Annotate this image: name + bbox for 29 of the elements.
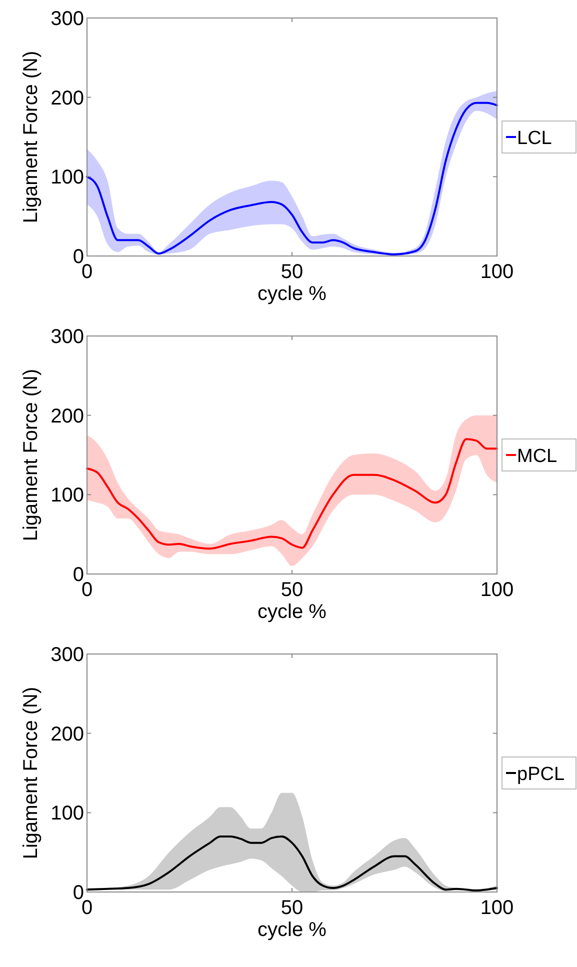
x-tick-label: 100 — [480, 897, 514, 919]
y-tick-label: 300 — [50, 644, 84, 666]
y-tick-label: 0 — [72, 882, 84, 904]
x-tick-label: 100 — [480, 579, 514, 601]
x-tick-label: 50 — [280, 897, 304, 919]
line-series — [86, 438, 498, 550]
y-tick-label: 300 — [50, 326, 84, 348]
y-tick-label: 100 — [50, 484, 84, 507]
y-tick-label: 0 — [72, 564, 84, 586]
y-tick-label: 100 — [50, 166, 84, 189]
y-axis-title: Ligament Force (N) — [20, 50, 42, 224]
legend-label: LCL — [517, 128, 552, 149]
y-tick-label: 200 — [50, 405, 84, 428]
x-axis-title: cycle % — [258, 919, 327, 941]
y-axis-title: Ligament Force (N) — [20, 368, 42, 542]
y-tick-label: 0 — [72, 246, 84, 268]
y-tick-label: 100 — [50, 802, 84, 825]
x-axis-title: cycle % — [258, 283, 327, 305]
x-tick-label: 100 — [480, 261, 514, 283]
y-tick-label: 200 — [50, 723, 84, 746]
legend-label: MCL — [517, 446, 558, 467]
x-axis-title: cycle % — [258, 601, 327, 623]
legend-label: pPCL — [517, 764, 565, 785]
line-series — [86, 835, 498, 892]
y-tick-label: 200 — [50, 87, 84, 110]
x-tick-label: 50 — [280, 261, 304, 283]
x-tick-label: 50 — [280, 579, 304, 601]
y-tick-label: 300 — [50, 8, 84, 30]
y-axis-title: Ligament Force (N) — [20, 686, 42, 860]
